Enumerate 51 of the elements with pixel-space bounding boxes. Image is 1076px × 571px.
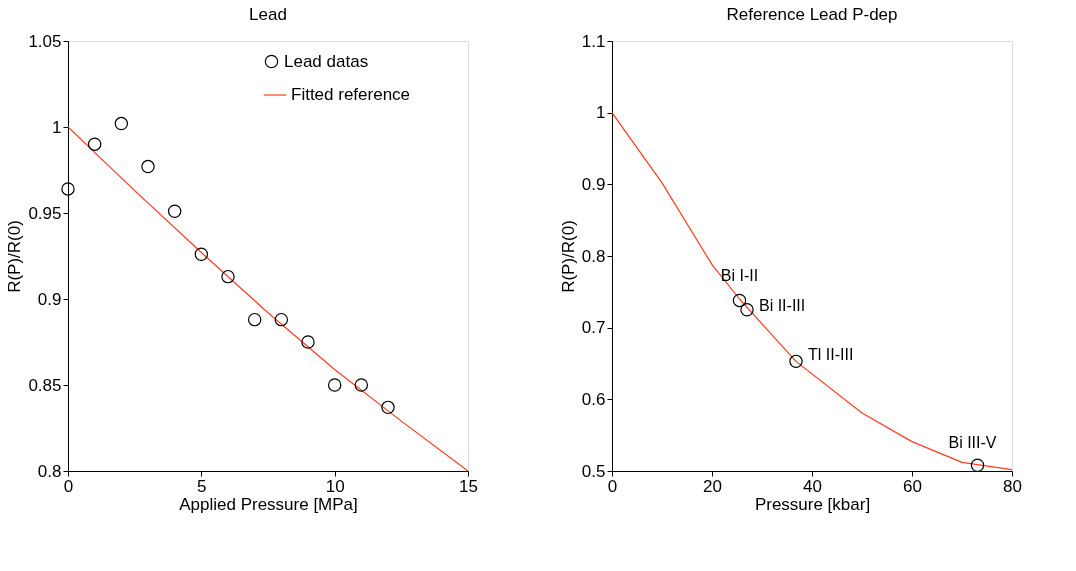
x-tick-label: 15 <box>459 476 478 496</box>
x-tick-label: 40 <box>803 476 822 496</box>
y-tick-label: 0.6 <box>581 389 606 409</box>
point <box>354 378 369 392</box>
point <box>301 335 315 349</box>
x-tick-label: 0 <box>607 476 618 496</box>
y-tick-label: 0.7 <box>581 318 606 338</box>
chart-title: Reference Lead P-dep <box>726 5 898 24</box>
legend-label: Fitted reference <box>291 85 411 104</box>
y-tick-label: 1 <box>596 103 606 123</box>
y-tick-label: 0.8 <box>581 246 606 266</box>
point <box>327 378 342 392</box>
y-axis-title: R(P)/R(0) <box>558 220 578 293</box>
y-tick-label: 0.9 <box>37 289 62 309</box>
point <box>274 312 289 327</box>
point <box>167 204 182 218</box>
point <box>114 116 129 131</box>
point <box>732 293 747 308</box>
y-tick-label: 0.5 <box>581 461 606 481</box>
point <box>221 269 235 284</box>
point <box>247 312 262 327</box>
y-tick-label: 1.05 <box>28 31 62 51</box>
annotation: Bi III-V <box>948 434 997 452</box>
point <box>141 159 155 174</box>
y-tick-label: 0.95 <box>28 203 62 223</box>
y-tick-label: 0.8 <box>37 461 62 481</box>
x-tick-label: 20 <box>703 476 722 496</box>
point <box>789 354 803 369</box>
x-tick-label: 0 <box>63 476 74 496</box>
legend-label: Lead datas <box>284 51 369 71</box>
point <box>381 400 395 415</box>
y-tick-label: 1 <box>52 117 62 137</box>
x-axis-title: Pressure [kbar] <box>754 494 871 514</box>
x-tick-label: 80 <box>1003 476 1022 496</box>
x-tick-label: 60 <box>903 476 922 496</box>
y-axis-title: R(P)/R(0) <box>5 220 25 293</box>
annotation: Tl II-III <box>808 346 854 364</box>
annotation: Bi II-III <box>759 296 806 314</box>
point <box>194 247 209 261</box>
y-tick-label: 0.85 <box>28 375 62 395</box>
y-tick-label: 0.9 <box>581 174 606 194</box>
annotation: Bi I-II <box>720 267 759 285</box>
chart-title: Lead <box>249 5 287 24</box>
y-tick-label: 1.1 <box>581 31 606 51</box>
x-tick-label: 5 <box>197 476 207 496</box>
point <box>740 303 754 317</box>
x-axis-title: Applied Pressure [MPa] <box>179 494 358 514</box>
x-tick-label: 10 <box>325 476 345 496</box>
point <box>61 182 75 196</box>
point <box>87 137 102 151</box>
point <box>970 458 985 472</box>
